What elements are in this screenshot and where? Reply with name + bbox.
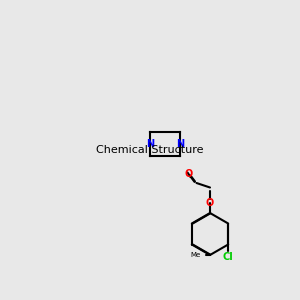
Text: O: O [185, 169, 193, 179]
Text: Cl: Cl [223, 252, 234, 262]
Text: Chemical Structure: Chemical Structure [96, 145, 204, 155]
Text: O: O [206, 197, 214, 208]
Text: N: N [176, 139, 184, 149]
Text: Me: Me [191, 252, 201, 258]
Text: N: N [146, 139, 154, 149]
